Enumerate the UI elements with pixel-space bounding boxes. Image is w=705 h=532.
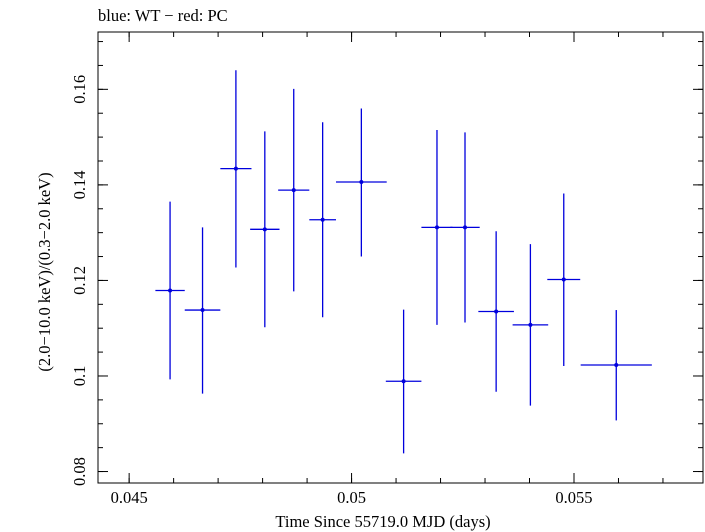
point-marker xyxy=(320,217,325,222)
data-point xyxy=(580,310,652,421)
point-marker xyxy=(494,309,499,314)
y-tick-label: 0.08 xyxy=(70,457,89,486)
axis-ticks xyxy=(98,32,703,483)
point-marker xyxy=(463,225,468,230)
data-point xyxy=(250,131,280,328)
data-point xyxy=(547,193,581,366)
data-point xyxy=(478,231,514,392)
y-tick-label: 0.16 xyxy=(70,75,89,104)
point-marker xyxy=(528,322,533,327)
x-tick-label: 0.05 xyxy=(337,488,366,507)
point-marker xyxy=(291,188,296,193)
axis-tick-labels: 0.045 0.05 0.055 0.08 0.1 0.12 0.14 0.16 xyxy=(70,75,593,507)
point-marker xyxy=(434,225,439,230)
data-point xyxy=(450,132,480,323)
x-tick-label: 0.055 xyxy=(555,488,592,507)
data-point xyxy=(421,129,453,325)
point-marker xyxy=(614,362,619,367)
point-marker xyxy=(168,288,173,293)
chart-title: blue: WT − red: PC xyxy=(98,6,228,25)
point-marker xyxy=(233,166,238,171)
data-point xyxy=(278,88,310,292)
y-tick-label: 0.12 xyxy=(70,266,89,295)
x-axis-label: Time Since 55719.0 MJD (days) xyxy=(275,512,490,531)
y-tick-label: 0.1 xyxy=(70,366,89,387)
point-marker xyxy=(262,227,267,232)
data-point xyxy=(335,108,387,257)
point-marker xyxy=(401,379,406,384)
y-axis-label: (2.0−10.0 keV)/(0.3−2.0 keV) xyxy=(35,172,54,371)
point-marker xyxy=(359,180,364,185)
x-tick-label: 0.045 xyxy=(111,488,148,507)
plot-frame xyxy=(97,31,704,484)
data-point xyxy=(184,227,221,394)
point-marker xyxy=(200,308,205,313)
data-point xyxy=(155,201,185,380)
data-point xyxy=(220,70,252,268)
data-point xyxy=(385,309,422,454)
point-marker xyxy=(561,277,566,282)
data-point xyxy=(309,122,336,318)
data-points xyxy=(155,70,652,454)
y-tick-label: 0.14 xyxy=(70,170,89,199)
data-point xyxy=(512,244,549,406)
